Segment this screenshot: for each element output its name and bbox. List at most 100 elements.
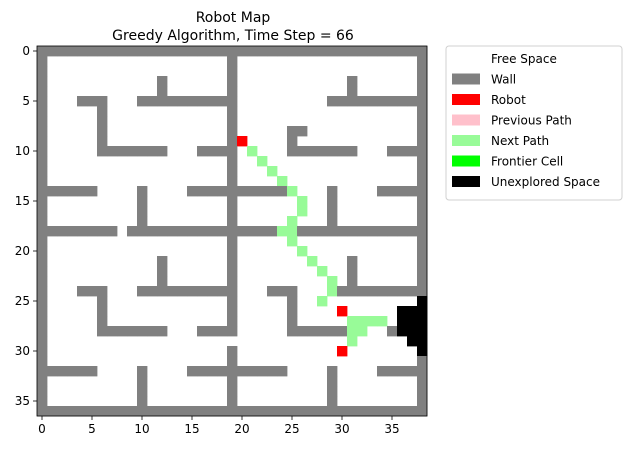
wall-cell — [187, 46, 198, 57]
robot-cell — [337, 306, 348, 317]
wall-cell — [317, 226, 328, 237]
wall-cell — [347, 256, 358, 267]
wall-cell — [37, 96, 48, 107]
wall-cell — [117, 406, 128, 417]
wall-cell — [207, 326, 218, 337]
wall-cell — [37, 406, 48, 417]
wall-cell — [257, 226, 268, 237]
x-tick-label: 15 — [184, 422, 199, 436]
wall-cell — [417, 396, 428, 407]
wall-cell — [47, 366, 58, 377]
wall-cell — [277, 286, 288, 297]
wall-cell — [317, 146, 328, 157]
wall-cell — [67, 226, 78, 237]
wall-cell — [217, 366, 228, 377]
wall-cell — [37, 356, 48, 367]
wall-cell — [257, 406, 268, 417]
wall-cell — [77, 226, 88, 237]
wall-cell — [37, 376, 48, 387]
wall-cell — [47, 46, 58, 57]
wall-cell — [417, 406, 428, 417]
wall-cell — [327, 46, 338, 57]
wall-cell — [377, 96, 388, 107]
wall-cell — [147, 326, 158, 337]
wall-cell — [137, 406, 148, 417]
wall-cell — [297, 226, 308, 237]
y-tick-label: 35 — [15, 394, 30, 408]
wall-cell — [37, 306, 48, 317]
wall-cell — [287, 406, 298, 417]
wall-cell — [387, 366, 398, 377]
wall-cell — [257, 366, 268, 377]
wall-cell — [77, 46, 88, 57]
wall-cell — [87, 46, 98, 57]
wall-cell — [97, 296, 108, 307]
wall-cell — [157, 406, 168, 417]
wall-cell — [417, 136, 428, 147]
wall-cell — [97, 146, 108, 157]
wall-cell — [217, 186, 228, 197]
wall-cell — [417, 386, 428, 397]
wall-cell — [37, 266, 48, 277]
wall-cell — [407, 366, 418, 377]
wall-cell — [327, 196, 338, 207]
axes-frame — [36, 45, 428, 417]
wall-cell — [267, 406, 278, 417]
wall-cell — [57, 226, 68, 237]
wall-cell — [207, 46, 218, 57]
wall-cell — [287, 136, 298, 147]
wall-cell — [227, 406, 238, 417]
wall-cell — [227, 276, 238, 287]
wall-cell — [377, 406, 388, 417]
wall-cell — [357, 406, 368, 417]
wall-cell — [387, 46, 398, 57]
wall-cell — [227, 186, 238, 197]
wall-cell — [387, 186, 398, 197]
legend-swatch — [452, 94, 480, 105]
wall-cell — [107, 326, 118, 337]
wall-cell — [167, 226, 178, 237]
wall-cell — [377, 186, 388, 197]
wall-cell — [377, 226, 388, 237]
wall-cell — [37, 76, 48, 87]
wall-cell — [177, 406, 188, 417]
unexplored-cell — [397, 316, 408, 327]
wall-cell — [197, 146, 208, 157]
wall-cell — [117, 326, 128, 337]
next-path-cell — [347, 326, 358, 337]
wall-cell — [277, 46, 288, 57]
wall-cell — [37, 196, 48, 207]
wall-cell — [77, 96, 88, 107]
wall-cell — [167, 406, 178, 417]
unexplored-cell — [407, 326, 418, 337]
wall-cell — [387, 406, 398, 417]
wall-cell — [77, 366, 88, 377]
wall-cell — [317, 46, 328, 57]
wall-cell — [257, 46, 268, 57]
wall-cell — [277, 366, 288, 377]
wall-cell — [107, 406, 118, 417]
next-path-cell — [277, 176, 288, 187]
legend-label: Unexplored Space — [491, 175, 600, 189]
wall-cell — [227, 226, 238, 237]
wall-cell — [67, 46, 78, 57]
wall-cell — [87, 186, 98, 197]
wall-cell — [247, 186, 258, 197]
wall-cell — [287, 296, 298, 307]
wall-cell — [397, 46, 408, 57]
wall-cell — [217, 96, 228, 107]
unexplored-cell — [397, 306, 408, 317]
wall-cell — [147, 286, 158, 297]
wall-cell — [117, 146, 128, 157]
wall-cell — [417, 66, 428, 77]
wall-cell — [37, 126, 48, 137]
wall-cell — [397, 146, 408, 157]
wall-cell — [97, 136, 108, 147]
wall-cell — [37, 66, 48, 77]
wall-cell — [337, 146, 348, 157]
wall-cell — [297, 126, 308, 137]
legend-label: Free Space — [491, 52, 557, 66]
wall-cell — [87, 406, 98, 417]
wall-cell — [137, 366, 148, 377]
